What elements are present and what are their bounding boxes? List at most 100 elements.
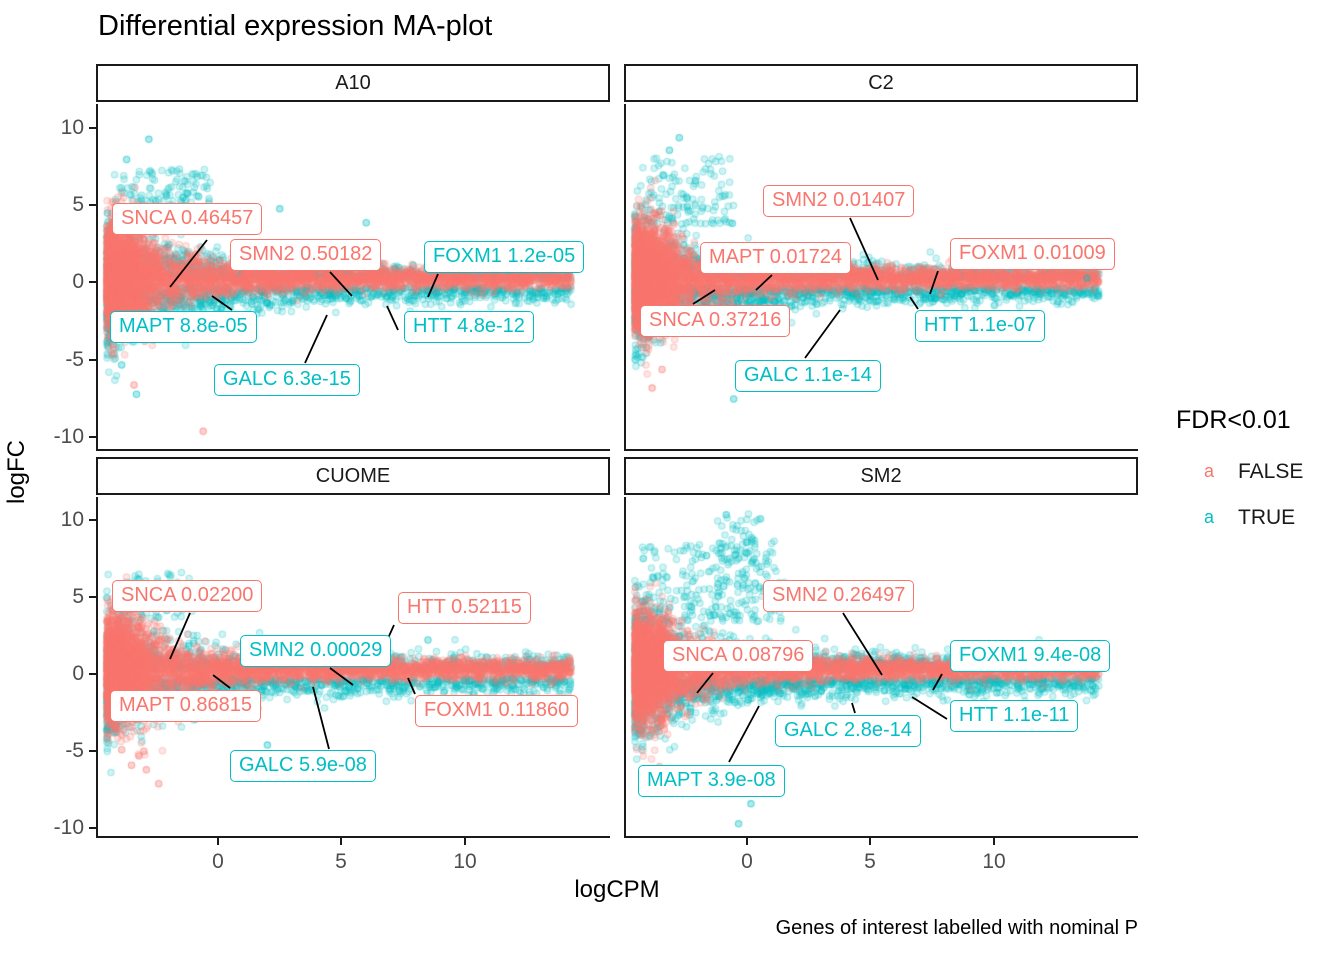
y-axis-line <box>96 104 98 451</box>
x-axis-line <box>96 836 610 838</box>
plot-caption: Genes of interest labelled with nominal … <box>775 917 1138 939</box>
legend-key-true: a <box>1203 507 1214 527</box>
legend-title: FDR<0.01 <box>1176 406 1291 434</box>
x-tick-mark <box>746 838 748 845</box>
gene-label-mapt: MAPT 3.9e-08 <box>638 765 785 797</box>
facet-strip-cuome: CUOME <box>96 457 610 495</box>
label-leader-line <box>932 673 943 691</box>
y-tick-label: 5 <box>72 585 84 608</box>
gene-label-snca: SNCA 0.02200 <box>112 580 263 612</box>
y-tick-mark <box>89 436 96 438</box>
label-leader-line <box>696 672 714 694</box>
label-leader-line <box>386 305 399 331</box>
y-tick-label: 10 <box>60 116 84 139</box>
x-tick-label: 10 <box>453 850 477 873</box>
label-leader-line <box>909 296 919 310</box>
gene-label-smn2: SMN2 0.01407 <box>763 185 915 217</box>
gene-label-mapt: MAPT 0.86815 <box>110 690 262 722</box>
y-tick-label: -5 <box>65 739 84 762</box>
x-tick-label: 5 <box>335 850 347 873</box>
x-tick-mark <box>993 838 995 845</box>
label-leader-line <box>929 270 939 295</box>
y-tick-mark <box>89 519 96 521</box>
y-tick-label: -5 <box>65 348 84 371</box>
gene-label-foxm1: FOXM1 9.4e-08 <box>950 640 1111 672</box>
x-tick-mark <box>869 838 871 845</box>
x-axis-title: logCPM <box>574 876 660 903</box>
y-tick-mark <box>89 596 96 598</box>
gene-label-mapt: MAPT 8.8e-05 <box>110 311 257 343</box>
legend-label-false: FALSE <box>1238 460 1304 483</box>
x-tick-label: 0 <box>212 850 224 873</box>
x-tick-mark <box>464 838 466 845</box>
y-axis-line <box>96 497 98 838</box>
gene-label-galc: GALC 1.1e-14 <box>735 360 881 392</box>
y-tick-label: 0 <box>72 662 84 685</box>
label-leader-line <box>427 273 439 298</box>
label-leader-line <box>692 289 716 305</box>
y-tick-label: 5 <box>72 193 84 216</box>
gene-label-galc: GALC 6.3e-15 <box>214 364 360 396</box>
gene-label-snca: SNCA 0.37216 <box>640 305 791 337</box>
y-axis-line <box>624 104 626 451</box>
gene-label-foxm1: FOXM1 0.11860 <box>415 695 579 727</box>
gene-label-mapt: MAPT 0.01724 <box>700 242 852 274</box>
facet-strip-sm2: SM2 <box>624 457 1138 495</box>
label-leader-line <box>849 217 879 281</box>
gene-label-snca: SNCA 0.08796 <box>663 640 814 672</box>
x-tick-label: 10 <box>982 850 1006 873</box>
legend-key-false: a <box>1203 461 1214 481</box>
label-leader-line <box>728 705 760 763</box>
gene-label-smn2: SMN2 0.00029 <box>240 635 392 667</box>
gene-label-galc: GALC 2.8e-14 <box>775 715 921 747</box>
label-leader-line <box>842 612 883 676</box>
scatter-canvas <box>624 104 1138 451</box>
label-leader-line <box>755 274 773 291</box>
y-tick-label: 10 <box>60 508 84 531</box>
plot-title: Differential expression MA-plot <box>98 10 493 42</box>
gene-label-htt: HTT 1.1e-07 <box>915 310 1045 342</box>
leader-lines-layer <box>169 612 416 750</box>
leader-lines-layer <box>696 612 948 763</box>
label-leader-line <box>169 612 191 660</box>
y-tick-label: 0 <box>72 270 84 293</box>
gene-label-foxm1: FOXM1 0.01009 <box>950 238 1115 270</box>
y-tick-mark <box>89 359 96 361</box>
gene-label-foxm1: FOXM1 1.2e-05 <box>424 241 585 273</box>
x-axis-line <box>96 449 610 451</box>
label-leader-line <box>329 271 353 297</box>
x-tick-label: 0 <box>741 850 753 873</box>
label-leader-line <box>851 702 856 714</box>
label-leader-line <box>304 314 328 364</box>
facet-strip-c2: C2 <box>624 64 1138 102</box>
x-tick-mark <box>340 838 342 845</box>
gene-label-snca: SNCA 0.46457 <box>112 203 263 235</box>
label-leader-line <box>212 674 231 689</box>
facet-panel-c2: SMN2 0.01407 MAPT 0.01724 FOXM1 0.01009 SNC… <box>624 104 1138 451</box>
label-leader-line <box>407 677 416 695</box>
x-tick-mark <box>217 838 219 845</box>
facet-panel-a10: SNCA 0.46457 SMN2 0.50182 FOXM1 1.2e-05 MAP… <box>96 104 610 451</box>
y-tick-mark <box>89 127 96 129</box>
label-leader-line <box>211 295 233 311</box>
x-axis-line <box>624 449 1138 451</box>
y-axis-line <box>624 497 626 838</box>
gene-label-smn2: SMN2 0.26497 <box>763 580 915 612</box>
x-axis-line <box>624 836 1138 838</box>
label-leader-line <box>329 667 354 686</box>
y-tick-mark <box>89 204 96 206</box>
y-tick-label: -10 <box>53 816 84 839</box>
gene-label-smn2: SMN2 0.50182 <box>230 239 382 271</box>
y-tick-mark <box>89 750 96 752</box>
facet-panel-sm2: SMN2 0.26497 SNCA 0.08796 FOXM1 9.4e-08 GAL… <box>624 497 1138 838</box>
gene-label-htt: HTT 4.8e-12 <box>404 311 534 343</box>
label-leader-line <box>169 239 208 288</box>
y-tick-mark <box>89 673 96 675</box>
label-leader-line <box>911 696 948 720</box>
leader-lines-layer <box>692 217 939 359</box>
label-leader-line <box>804 309 841 359</box>
gene-label-galc: GALC 5.9e-08 <box>230 750 376 782</box>
y-tick-label: -10 <box>53 425 84 448</box>
facet-panel-cuome: SNCA 0.02200 HTT 0.52115 SMN2 0.00029 MAPT … <box>96 497 610 838</box>
